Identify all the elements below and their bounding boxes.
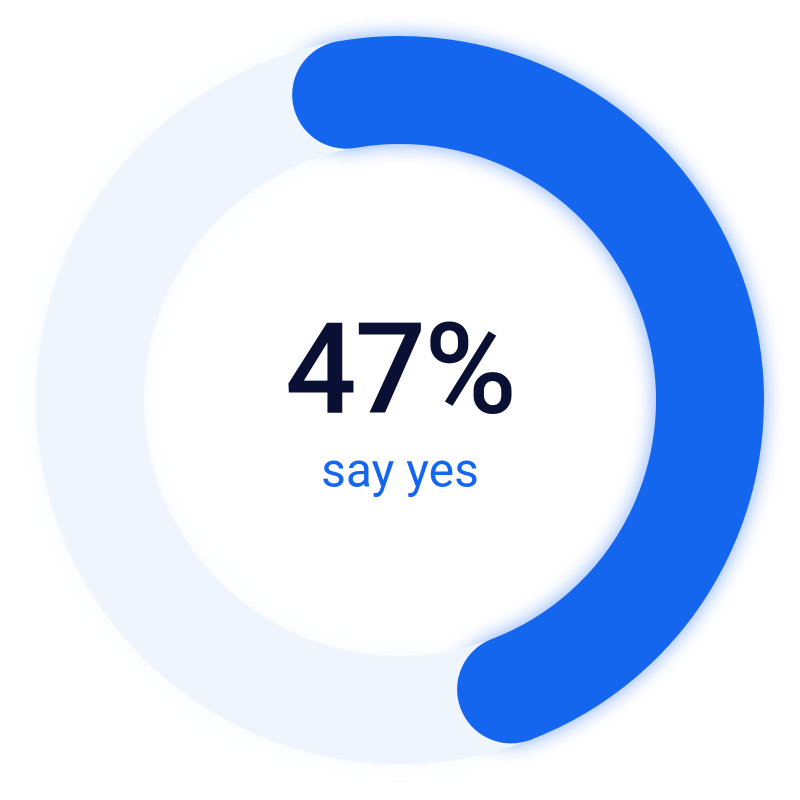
- progress-donut-container: 47% say yes: [0, 0, 800, 800]
- progress-donut: 47% say yes: [20, 20, 780, 780]
- percent-label: say yes: [285, 446, 515, 496]
- donut-center-text: 47% say yes: [285, 304, 515, 497]
- percent-value: 47%: [285, 304, 515, 436]
